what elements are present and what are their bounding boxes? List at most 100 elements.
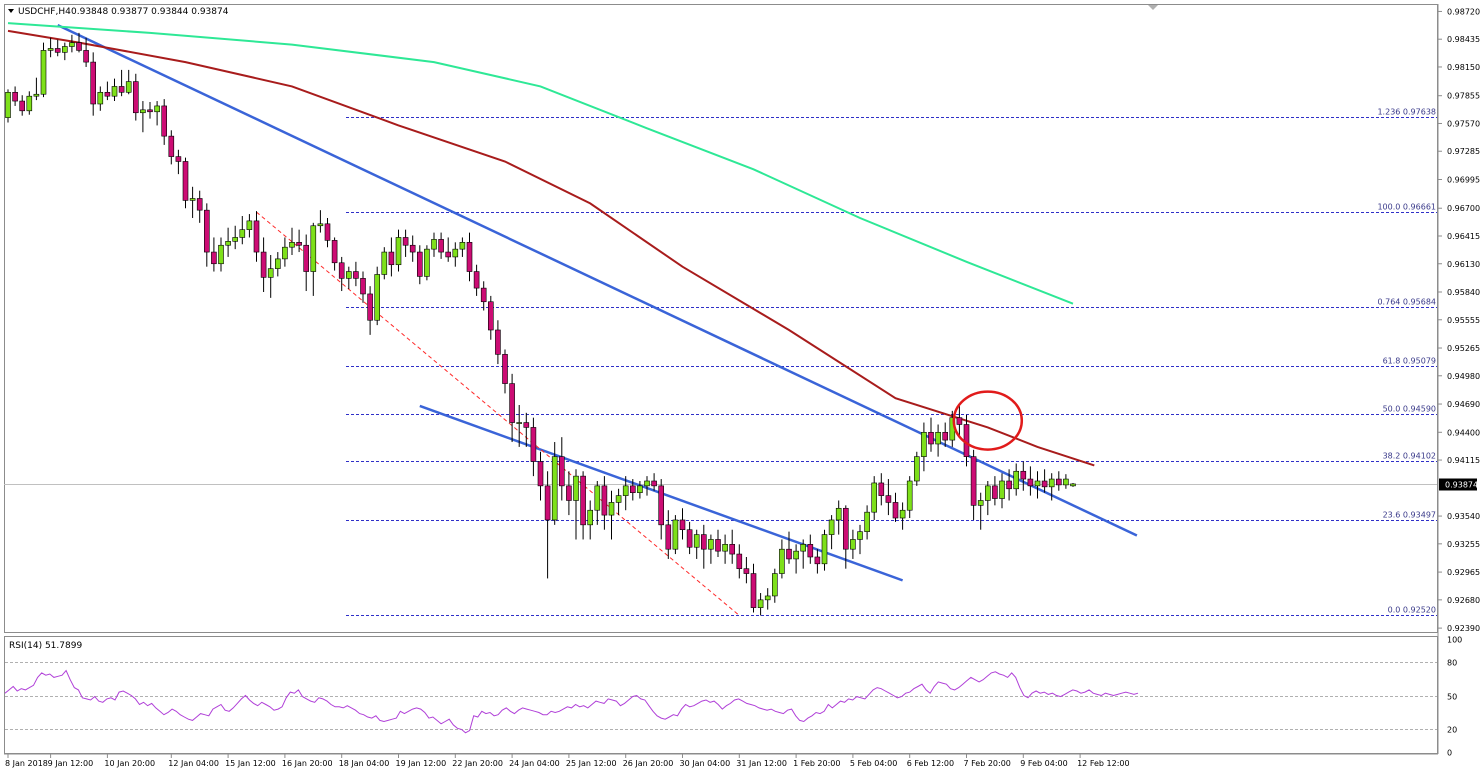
candle bbox=[232, 225, 238, 250]
candle bbox=[942, 422, 949, 447]
candle bbox=[1013, 463, 1020, 496]
candle bbox=[800, 539, 807, 569]
candle bbox=[587, 500, 594, 540]
price-tick-label: 0.98435 bbox=[1447, 35, 1480, 44]
candle bbox=[204, 203, 210, 267]
candle-body bbox=[324, 223, 331, 241]
candle-body bbox=[835, 507, 842, 521]
candle-body bbox=[921, 431, 927, 457]
candle-body bbox=[480, 287, 487, 303]
candle-body bbox=[274, 258, 281, 269]
candle bbox=[388, 237, 395, 277]
candle-body bbox=[239, 229, 246, 238]
candle-body bbox=[111, 86, 118, 97]
candle bbox=[416, 245, 423, 285]
candle-body bbox=[182, 161, 189, 201]
candle-body bbox=[970, 456, 977, 506]
candle-body bbox=[750, 573, 757, 608]
candle-body bbox=[594, 485, 601, 511]
candle bbox=[360, 271, 366, 303]
candle bbox=[537, 451, 544, 501]
candle bbox=[125, 69, 132, 95]
candle bbox=[424, 245, 430, 281]
candle bbox=[140, 101, 146, 133]
candle bbox=[814, 549, 821, 574]
candle-body bbox=[644, 480, 650, 487]
candle-body bbox=[211, 251, 217, 265]
candle bbox=[899, 502, 906, 530]
candle bbox=[509, 373, 515, 443]
time-tick-label: 18 Jan 04:00 bbox=[339, 759, 390, 768]
candle-body bbox=[1056, 478, 1062, 486]
candle-body bbox=[658, 485, 665, 526]
candle-body bbox=[175, 156, 182, 162]
candle bbox=[693, 529, 700, 559]
candle bbox=[111, 78, 118, 102]
candle bbox=[530, 417, 537, 477]
current-price-badge bbox=[1439, 478, 1477, 491]
candle-body bbox=[147, 109, 153, 113]
time-tick-label: 16 Jan 20:00 bbox=[282, 759, 333, 768]
candle-body bbox=[253, 220, 260, 253]
candle-body bbox=[1063, 478, 1069, 486]
fibonacci-levels: 1.236 0.97638 100.0 0.96661 0.764 0.95684 6… bbox=[4, 108, 1437, 616]
candle bbox=[182, 157, 189, 209]
chart-shift-marker-icon[interactable] bbox=[1148, 5, 1158, 10]
time-tick-label: 12 Feb 12:00 bbox=[1077, 759, 1129, 768]
highlight-circle bbox=[952, 390, 1024, 451]
candle bbox=[367, 286, 373, 335]
candle-body bbox=[69, 42, 75, 47]
candle-body bbox=[992, 485, 998, 499]
candle bbox=[317, 210, 324, 233]
dropdown-arrow-icon[interactable] bbox=[8, 9, 14, 13]
candle-body bbox=[885, 495, 892, 503]
candle-body bbox=[424, 248, 430, 277]
candle bbox=[282, 237, 288, 267]
candle-body bbox=[260, 251, 267, 278]
candlesticks bbox=[5, 32, 1076, 616]
candle bbox=[594, 480, 601, 525]
candle bbox=[83, 37, 89, 67]
candle-body bbox=[40, 50, 47, 95]
candle-body bbox=[33, 93, 40, 97]
time-tick-label: 9 Jan 12:00 bbox=[48, 759, 94, 768]
candle bbox=[1006, 469, 1012, 501]
candle bbox=[487, 295, 494, 340]
candle-body bbox=[771, 573, 778, 597]
candle bbox=[665, 510, 672, 559]
candle bbox=[19, 95, 26, 116]
time-tick-label: 6 Feb 12:00 bbox=[907, 759, 954, 768]
candle-body bbox=[779, 548, 785, 574]
candle bbox=[736, 544, 743, 579]
candle-body bbox=[729, 544, 736, 555]
fib-level-label: 38.2 0.94102 bbox=[1383, 452, 1436, 461]
candle bbox=[33, 77, 40, 101]
chart-header: USDCHF,H4 0.93848 0.93877 0.93844 0.9387… bbox=[8, 7, 229, 17]
candle bbox=[502, 349, 508, 394]
candle-body bbox=[118, 86, 125, 93]
candle bbox=[544, 471, 551, 579]
rsi-indicator: 100 80 50 20 0 bbox=[4, 636, 1462, 758]
candle-body bbox=[743, 568, 750, 574]
price-tick-label: 0.94690 bbox=[1447, 400, 1480, 409]
candle-body bbox=[722, 544, 728, 552]
candle bbox=[90, 52, 96, 116]
candle-body bbox=[502, 354, 508, 384]
candle-body bbox=[218, 244, 224, 265]
candle bbox=[168, 130, 175, 165]
candle bbox=[871, 476, 878, 520]
candle bbox=[253, 211, 260, 262]
candle-body bbox=[537, 461, 544, 487]
price-tick-label: 0.97285 bbox=[1447, 147, 1480, 156]
candle-body bbox=[906, 480, 913, 511]
candle bbox=[658, 479, 665, 540]
candle-body bbox=[544, 485, 551, 521]
candle-body bbox=[360, 278, 366, 295]
candle bbox=[821, 529, 828, 571]
candle bbox=[672, 515, 679, 555]
candle bbox=[26, 91, 33, 115]
rsi-axis-label: 80 bbox=[1447, 659, 1457, 668]
candle bbox=[878, 473, 885, 506]
candle bbox=[338, 256, 345, 292]
